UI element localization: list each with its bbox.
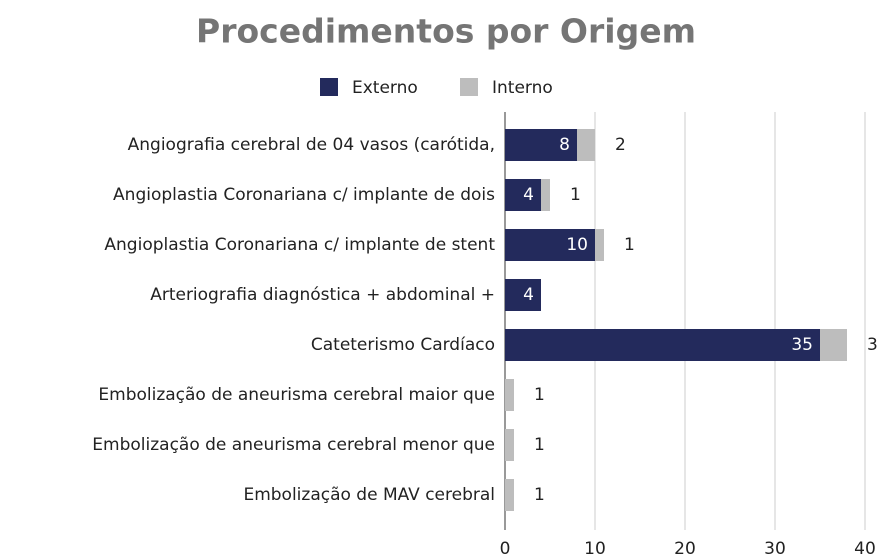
bar xyxy=(505,429,514,461)
data-label: 8 xyxy=(559,135,570,155)
data-label: 4 xyxy=(523,185,534,205)
data-label: 3 xyxy=(867,335,878,355)
bar xyxy=(595,229,604,261)
bar xyxy=(505,479,514,511)
bar xyxy=(820,329,847,361)
legend-label: Interno xyxy=(492,78,553,98)
data-label: 1 xyxy=(570,185,581,205)
bar xyxy=(577,129,595,161)
bar xyxy=(541,179,550,211)
x-tick-label: 10 xyxy=(584,539,606,557)
x-tick-label: 20 xyxy=(674,539,696,557)
y-tick-label: Cateterismo Cardíaco xyxy=(311,335,495,355)
y-tick-label: Embolização de aneurisma cerebral menor … xyxy=(92,435,495,455)
data-label: 1 xyxy=(534,385,545,405)
y-tick-label: Angiografia cerebral de 04 vasos (caróti… xyxy=(128,135,495,155)
legend-swatch xyxy=(460,78,478,96)
bar xyxy=(505,229,595,261)
chart-title: Procedimentos por Origem xyxy=(196,12,696,51)
y-tick-label: Embolização de aneurisma cerebral maior … xyxy=(98,385,495,405)
legend-swatch xyxy=(320,78,338,96)
legend-label: Externo xyxy=(352,78,418,98)
x-tick-label: 0 xyxy=(500,539,511,557)
x-tick-label: 30 xyxy=(764,539,786,557)
data-label: 1 xyxy=(534,485,545,505)
x-tick-label: 40 xyxy=(854,539,876,557)
data-label: 1 xyxy=(624,235,635,255)
bar xyxy=(505,379,514,411)
y-tick-label: Embolização de MAV cerebral xyxy=(243,485,495,505)
data-label: 10 xyxy=(566,235,588,255)
bar xyxy=(505,129,577,161)
data-label: 2 xyxy=(615,135,626,155)
data-label: 1 xyxy=(534,435,545,455)
bar xyxy=(505,329,820,361)
data-label: 4 xyxy=(523,285,534,305)
y-tick-label: Angioplastia Coronariana c/ implante de … xyxy=(113,185,495,205)
data-label: 35 xyxy=(791,335,813,355)
y-tick-label: Arteriografia diagnóstica + abdominal + xyxy=(150,285,495,305)
bar xyxy=(505,179,541,211)
y-tick-label: Angioplastia Coronariana c/ implante de … xyxy=(104,235,495,255)
bar xyxy=(505,279,541,311)
